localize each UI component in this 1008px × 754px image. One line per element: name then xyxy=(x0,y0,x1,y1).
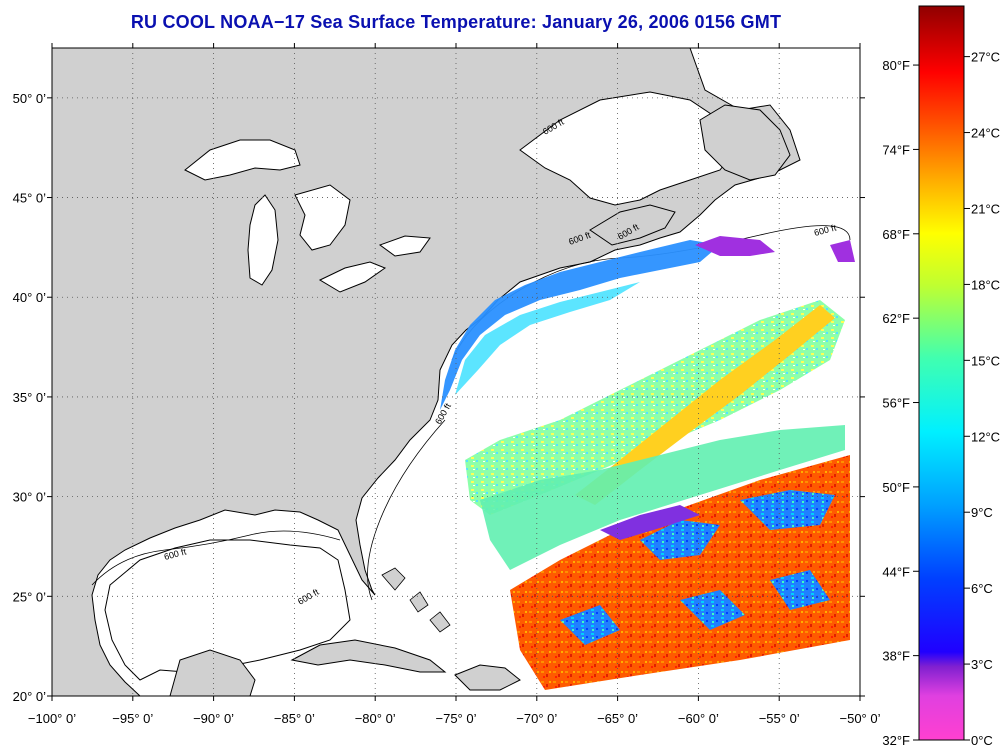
colorbar-f-label: 62°F xyxy=(882,311,910,326)
colorbar-c-label: 0°C xyxy=(971,733,993,748)
sst-mid-green xyxy=(465,300,845,515)
lake-ontario xyxy=(378,235,431,257)
y-tick-label: 50° 0’ xyxy=(13,91,47,106)
map-title: RU COOL NOAA−17 Sea Surface Temperature:… xyxy=(130,12,782,32)
y-tick-label: 40° 0’ xyxy=(13,290,47,305)
lake-erie xyxy=(318,261,387,293)
x-tick-label: −60° 0’ xyxy=(678,711,719,726)
colorbar-f-label: 44°F xyxy=(882,564,910,579)
colorbar-fahrenheit-labels: 80°F 74°F 68°F 62°F 56°F 50°F 44°F 38°F 32°F xyxy=(882,58,919,748)
colorbar-c-label: 18°C xyxy=(971,277,1000,292)
y-axis-labels: 20° 0’ 25° 0’ 30° 0’ 35° 0’ 40° 0’ 45° 0’ 50° … xyxy=(13,91,47,704)
colorbar-c-label: 24°C xyxy=(971,126,1000,141)
land-nova-scotia xyxy=(589,204,676,246)
lake-superior xyxy=(184,139,301,181)
x-tick-label: −95° 0’ xyxy=(112,711,153,726)
colorbar-f-label: 32°F xyxy=(882,733,910,748)
colorbar-c-label: 6°C xyxy=(971,581,993,596)
x-tick-label: −100° 0’ xyxy=(28,711,76,726)
x-tick-label: −90° 0’ xyxy=(193,711,234,726)
colorbar-celsius-labels: 27°C 24°C 21°C 18°C 15°C 12°C 9°C 6°C 3°C 0°C xyxy=(964,50,1000,748)
colorbar-f-label: 68°F xyxy=(882,227,910,242)
gulf-of-mexico xyxy=(104,539,351,681)
x-tick-label: −85° 0’ xyxy=(274,711,315,726)
colorbar-f-label: 50°F xyxy=(882,480,910,495)
colorbar-f-label: 38°F xyxy=(882,649,910,664)
x-tick-label: −80° 0’ xyxy=(355,711,396,726)
land-hispaniola xyxy=(454,664,521,691)
x-tick-label: −55° 0’ xyxy=(759,711,800,726)
colorbar xyxy=(918,5,965,741)
y-tick-label: 45° 0’ xyxy=(13,191,47,206)
colorbar-f-label: 80°F xyxy=(882,58,910,73)
y-tick-label: 20° 0’ xyxy=(13,689,47,704)
sst-coastal-band xyxy=(440,240,720,410)
y-tick-label: 35° 0’ xyxy=(13,390,47,405)
land-cuba xyxy=(290,639,447,673)
land-north-america xyxy=(52,48,801,696)
lake-huron xyxy=(294,184,351,251)
colorbar-c-label: 9°C xyxy=(971,505,993,520)
colorbar-c-label: 15°C xyxy=(971,353,1000,368)
land-newfoundland xyxy=(699,104,791,181)
sst-purple-front xyxy=(600,505,700,540)
y-tick-label: 30° 0’ xyxy=(13,490,47,505)
sst-green-band xyxy=(480,425,845,570)
colorbar-f-label: 74°F xyxy=(882,142,910,157)
gulf-st-lawrence xyxy=(519,91,736,206)
lake-michigan xyxy=(247,194,279,286)
colorbar-c-label: 21°C xyxy=(971,201,1000,216)
x-axis-labels: −100° 0’ −95° 0’ −90° 0’ −85° 0’ −80° 0’ −75°… xyxy=(28,711,881,726)
x-tick-label: −65° 0’ xyxy=(597,711,638,726)
sst-blue-eddies xyxy=(560,490,835,645)
colorbar-c-label: 3°C xyxy=(971,657,993,672)
colorbar-c-label: 27°C xyxy=(971,50,1000,65)
x-tick-label: −70° 0’ xyxy=(516,711,557,726)
sst-gulf-stream xyxy=(575,305,835,505)
colorbar-c-label: 12°C xyxy=(971,429,1000,444)
x-tick-label: −75° 0’ xyxy=(436,711,477,726)
y-tick-label: 25° 0’ xyxy=(13,589,47,604)
x-tick-label: −50° 0’ xyxy=(840,711,881,726)
land-yucatan xyxy=(169,649,256,696)
sst-purple-patch xyxy=(695,236,855,262)
colorbar-f-label: 56°F xyxy=(882,396,910,411)
land-bahamas xyxy=(381,567,451,633)
sst-swath xyxy=(440,236,855,690)
sst-coastal-cyan xyxy=(455,282,640,395)
map-layers xyxy=(52,48,855,696)
